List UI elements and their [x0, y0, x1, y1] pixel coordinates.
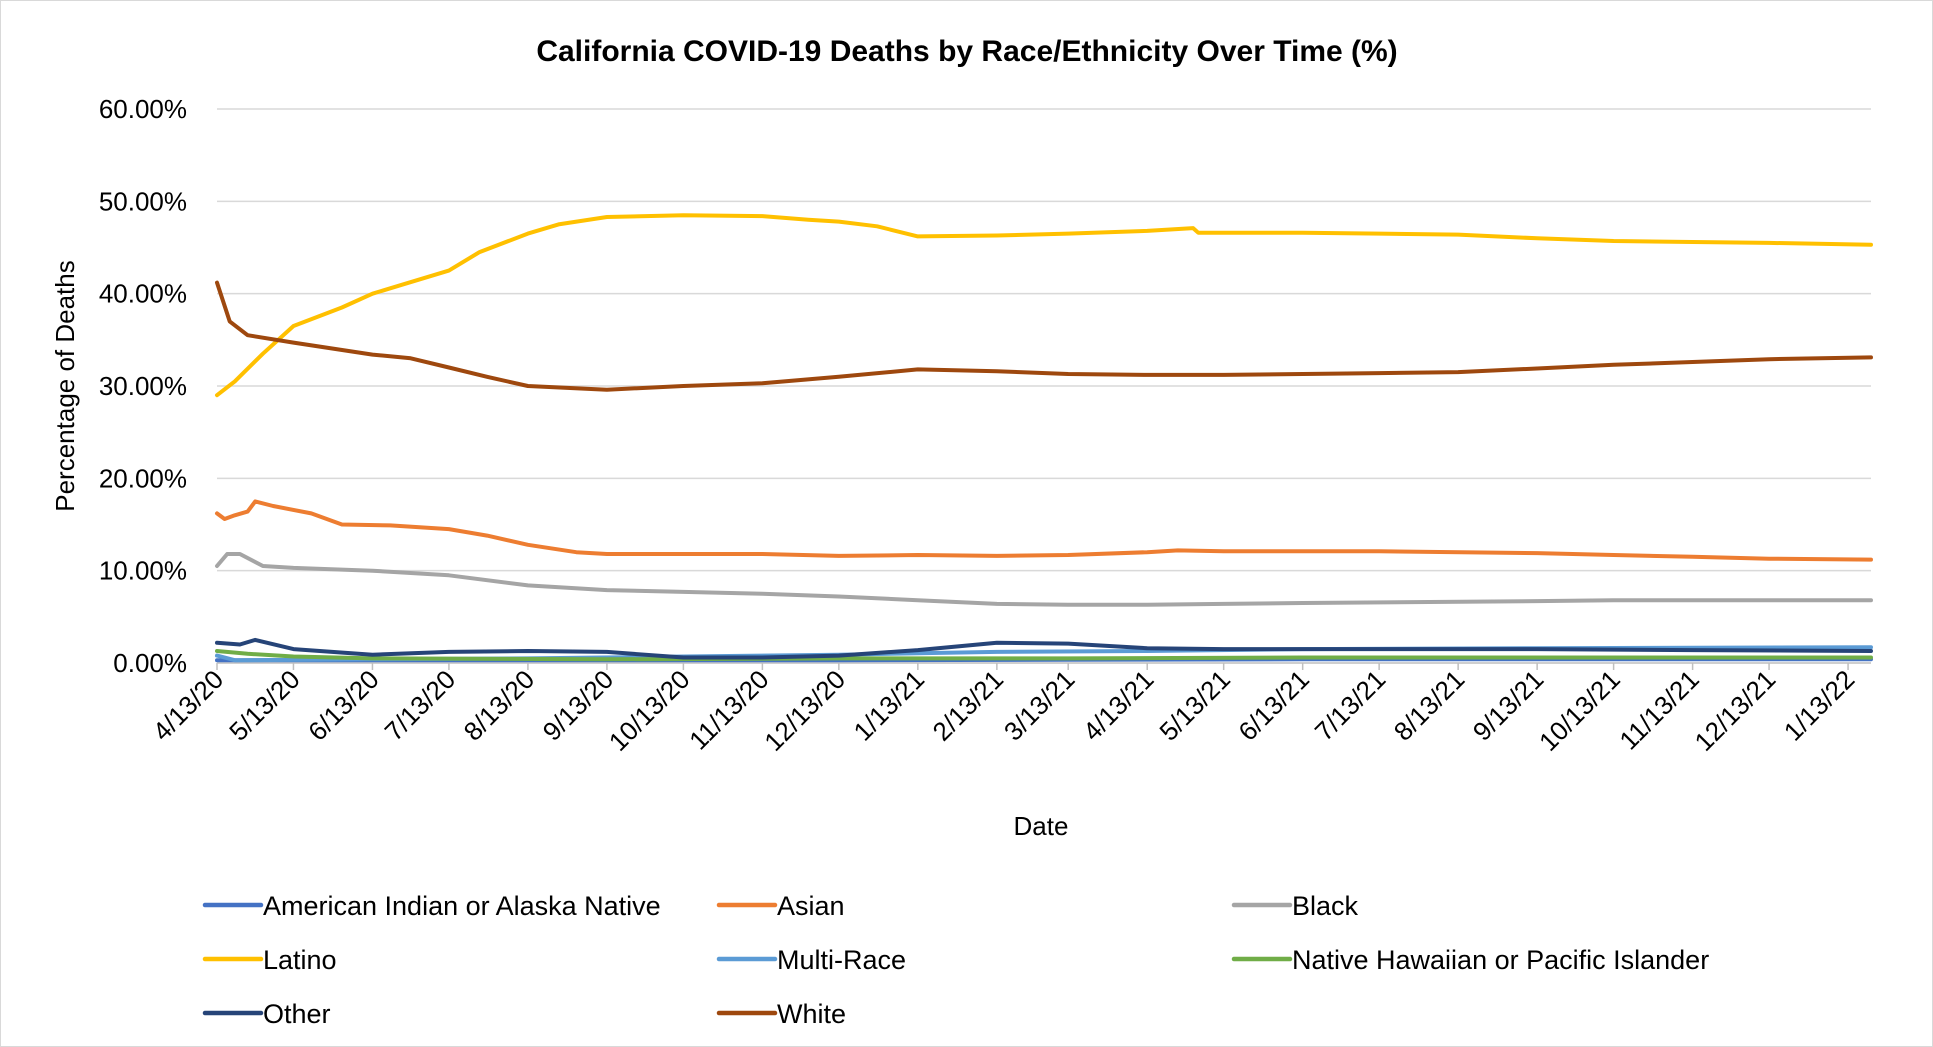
legend-item: Latino [205, 945, 337, 975]
x-tick-label: 2/13/21 [927, 664, 1010, 747]
legend-label: American Indian or Alaska Native [263, 891, 661, 921]
x-tick-label: 1/13/21 [848, 664, 931, 747]
y-axis-title: Percentage of Deaths [50, 260, 80, 512]
x-tick-label: 10/13/21 [1533, 664, 1626, 757]
legend-item: Black [1234, 891, 1359, 921]
legend: American Indian or Alaska Native Asian Bla… [205, 891, 1709, 1029]
x-axis-title: Date [1014, 811, 1069, 841]
legend-label: Black [1292, 891, 1359, 921]
y-tick-label: 30.00% [99, 371, 187, 401]
x-tick-label: 5/13/20 [223, 664, 306, 747]
legend-item: White [719, 999, 846, 1029]
y-tick-label: 50.00% [99, 186, 187, 216]
x-tick-label: 11/13/21 [1613, 664, 1704, 755]
x-tick-label: 12/13/20 [758, 664, 851, 757]
x-tick-label: 6/13/21 [1232, 664, 1315, 747]
series-line-latino [217, 215, 1871, 395]
x-tick-label: 7/13/21 [1309, 664, 1392, 747]
legend-item: Multi-Race [719, 945, 906, 975]
legend-label: Multi-Race [777, 945, 906, 975]
series-line-white [217, 283, 1871, 390]
x-tick-label: 6/13/20 [302, 664, 385, 747]
x-tick-label: 7/13/20 [379, 664, 462, 747]
series-line-asian [217, 501, 1871, 559]
y-axis-ticks: 0.00% 10.00% 20.00% 30.00% 40.00% 50.00% 60.00… [99, 94, 187, 678]
legend-item: American Indian or Alaska Native [205, 891, 661, 921]
legend-label: Other [263, 999, 331, 1029]
y-tick-label: 40.00% [99, 279, 187, 309]
x-tick-label: 4/13/21 [1077, 664, 1160, 747]
y-tick-label: 60.00% [99, 94, 187, 124]
series-lines [217, 215, 1871, 660]
x-axis-ticks: 4/13/205/13/206/13/207/13/208/13/209/13/… [147, 663, 1861, 757]
y-tick-label: 10.00% [99, 556, 187, 586]
legend-label: Asian [777, 891, 845, 921]
x-tick-label: 8/13/21 [1388, 664, 1471, 747]
x-tick-label: 12/13/21 [1689, 664, 1782, 757]
chart-title: California COVID-19 Deaths by Race/Ethni… [536, 35, 1397, 68]
legend-item: Native Hawaiian or Pacific Islander [1234, 945, 1709, 975]
x-tick-label: 5/13/21 [1153, 664, 1236, 747]
x-tick-label: 10/13/20 [603, 664, 696, 757]
legend-label: White [777, 999, 846, 1029]
x-tick-label: 8/13/20 [458, 664, 541, 747]
series-line-black [217, 554, 1871, 605]
legend-item: Other [205, 999, 331, 1029]
x-tick-label: 3/13/21 [998, 664, 1081, 747]
x-tick-label: 1/13/22 [1778, 664, 1861, 747]
y-tick-label: 20.00% [99, 463, 187, 493]
gridlines [217, 109, 1871, 571]
legend-label: Latino [263, 945, 337, 975]
x-tick-label: 11/13/20 [683, 664, 774, 755]
legend-label: Native Hawaiian or Pacific Islander [1292, 945, 1709, 975]
series-line-other [217, 640, 1871, 658]
y-tick-label: 0.00% [113, 648, 187, 678]
legend-item: Asian [719, 891, 845, 921]
